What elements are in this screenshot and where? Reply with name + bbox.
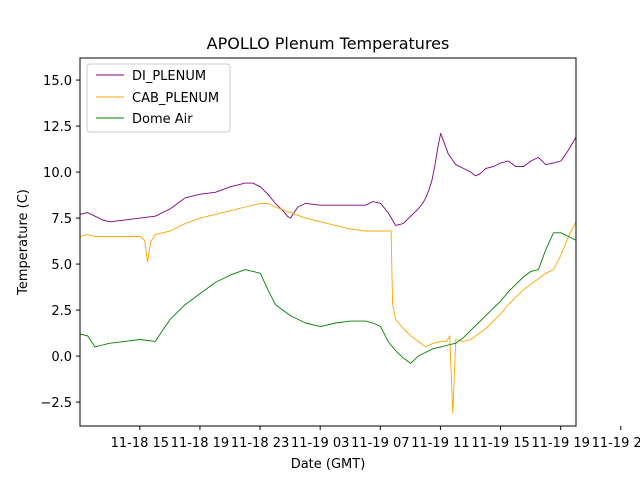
y-tick-label: 0.0	[51, 350, 72, 365]
y-tick-label: 5.0	[51, 258, 72, 273]
x-tick-label: 11-18 23	[231, 436, 289, 451]
legend-label-di-plenum: DI_PLENUM	[132, 69, 206, 84]
x-axis-label: Date (GMT)	[291, 457, 366, 472]
y-tick-label: 10.0	[43, 166, 72, 181]
y-tick-label: 12.5	[43, 120, 72, 135]
plot-frame	[79, 57, 577, 427]
y-axis-label: Temperature (C)	[16, 189, 31, 296]
legend-box	[86, 63, 231, 133]
x-tick-label: 11-19 19	[531, 436, 589, 451]
x-tick-label: 11-19 03	[291, 436, 349, 451]
legend-label-cab-plenum: CAB_PLENUM	[132, 91, 219, 106]
x-tick-label: 11-19 07	[351, 436, 409, 451]
y-tick-label: 15.0	[43, 74, 72, 89]
series-layer	[80, 132, 576, 414]
series-line-di-plenum	[80, 132, 576, 226]
y-tick-label: 2.5	[51, 304, 72, 319]
series-line-dome-air	[80, 232, 576, 364]
y-axis: −2.5 0.0 2.5 5.0 7.5 10.0 12.5 15.0	[40, 74, 80, 411]
x-tick-label: 11-19 15	[471, 436, 529, 451]
y-tick-label: −2.5	[40, 396, 72, 411]
y-tick-label: 7.5	[51, 212, 72, 227]
legend: DI_PLENUM CAB_PLENUM Dome Air	[86, 63, 231, 133]
legend-label-dome-air: Dome Air	[132, 112, 193, 127]
x-tick-label: 11-19 23	[592, 436, 640, 451]
x-tick-label: 11-18 15	[111, 436, 169, 451]
x-axis: 11-18 15 11-18 19 11-18 23 11-19 03 11-19 07…	[111, 426, 640, 451]
x-tick-label: 11-19 11	[411, 436, 469, 451]
series-line-cab-plenum	[80, 202, 576, 414]
x-tick-label: 11-18 19	[171, 436, 229, 451]
chart-title: APOLLO Plenum Temperatures	[207, 34, 450, 53]
